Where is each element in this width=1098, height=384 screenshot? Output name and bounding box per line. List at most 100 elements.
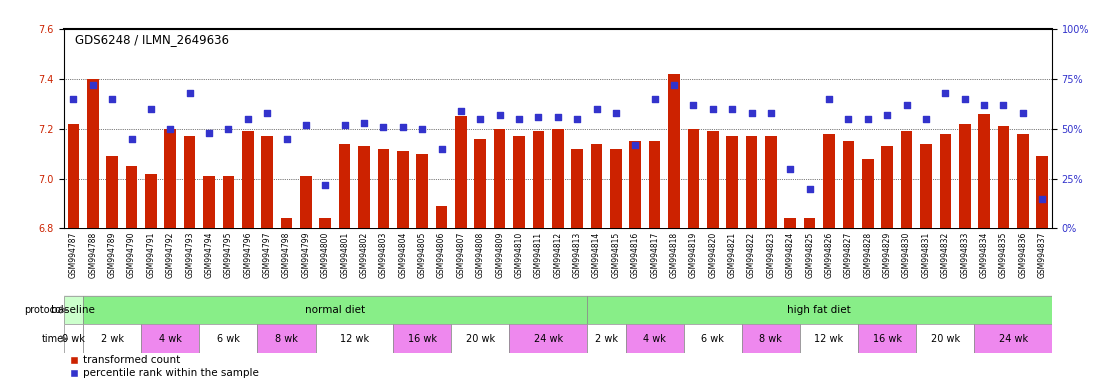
Bar (571, 149, 583, 228)
Bar (242, 131, 254, 228)
Bar (800, 324, 859, 353)
Text: GSM994789: GSM994789 (108, 232, 116, 278)
Bar (339, 144, 350, 228)
Bar (684, 324, 742, 353)
Text: GSM994822: GSM994822 (747, 232, 757, 278)
Bar (455, 116, 467, 228)
Bar (257, 324, 315, 353)
Point (782, 166, 799, 172)
Text: GSM994819: GSM994819 (688, 232, 698, 278)
Point (587, 106, 605, 112)
Bar (509, 324, 586, 353)
Text: 12 wk: 12 wk (339, 334, 369, 344)
Text: GSM994829: GSM994829 (883, 232, 892, 278)
Text: GSM994816: GSM994816 (630, 232, 640, 278)
Text: 2 wk: 2 wk (101, 334, 124, 344)
Point (181, 89, 199, 96)
Bar (142, 324, 200, 353)
Text: 6 wk: 6 wk (702, 334, 725, 344)
Text: GSM994794: GSM994794 (204, 232, 213, 278)
Text: GSM994817: GSM994817 (650, 232, 659, 278)
Point (65, 96, 82, 102)
Bar (916, 324, 974, 353)
Bar (474, 139, 486, 228)
Text: 24 wk: 24 wk (534, 334, 562, 344)
Text: GSM994815: GSM994815 (612, 232, 620, 278)
Bar (974, 324, 1052, 353)
Text: GSM994835: GSM994835 (999, 232, 1008, 278)
Text: GSM994803: GSM994803 (379, 232, 388, 278)
Point (742, 109, 760, 116)
Text: GSM994828: GSM994828 (863, 232, 872, 278)
Point (298, 122, 315, 128)
Bar (416, 154, 428, 228)
Bar (742, 324, 800, 353)
Text: GSM994809: GSM994809 (495, 232, 504, 278)
Point (995, 102, 1012, 108)
Text: GSM994814: GSM994814 (592, 232, 601, 278)
Bar (87, 79, 99, 228)
Text: 4 wk: 4 wk (643, 334, 666, 344)
Point (239, 116, 257, 122)
Point (607, 109, 625, 116)
Bar (494, 129, 505, 228)
Text: GSM994827: GSM994827 (844, 232, 853, 278)
Text: GSM994813: GSM994813 (573, 232, 582, 278)
Point (123, 136, 141, 142)
Text: GSM994810: GSM994810 (515, 232, 524, 278)
Bar (882, 146, 893, 228)
Text: GSM994799: GSM994799 (301, 232, 311, 278)
Text: GSM994834: GSM994834 (979, 232, 988, 278)
Point (83, 82, 101, 88)
Text: GSM994792: GSM994792 (166, 232, 175, 278)
Bar (586, 324, 626, 353)
Point (917, 116, 934, 122)
Bar (940, 134, 951, 228)
Bar (393, 324, 451, 353)
Text: 20 wk: 20 wk (931, 334, 960, 344)
Point (413, 126, 430, 132)
Point (800, 185, 818, 192)
Bar (203, 176, 215, 228)
Bar (83, 324, 142, 353)
Text: GSM994787: GSM994787 (69, 232, 78, 278)
Bar (626, 324, 684, 353)
Bar (64, 324, 83, 353)
Text: 8 wk: 8 wk (276, 334, 298, 344)
Point (278, 136, 295, 142)
Point (685, 102, 703, 108)
Bar (824, 134, 834, 228)
Point (452, 108, 470, 114)
Text: GSM994805: GSM994805 (417, 232, 427, 278)
Point (433, 146, 450, 152)
Bar (727, 136, 738, 228)
Point (103, 96, 121, 102)
Bar (1037, 156, 1047, 228)
Text: GSM994818: GSM994818 (670, 232, 679, 278)
Text: GDS6248 / ILMN_2649636: GDS6248 / ILMN_2649636 (75, 33, 228, 46)
Bar (451, 324, 509, 353)
Bar (315, 324, 393, 353)
Point (220, 126, 237, 132)
Bar (959, 124, 971, 228)
Bar (200, 324, 257, 353)
Text: GSM994804: GSM994804 (399, 232, 407, 278)
Point (646, 96, 663, 102)
Bar (68, 124, 79, 228)
Bar (669, 74, 680, 228)
Text: GSM994836: GSM994836 (1018, 232, 1028, 278)
Text: protocol: protocol (24, 305, 64, 315)
Text: 6 wk: 6 wk (217, 334, 239, 344)
Text: GSM994820: GSM994820 (708, 232, 717, 278)
Point (859, 116, 876, 122)
Point (840, 116, 858, 122)
Point (161, 126, 179, 132)
Bar (513, 136, 525, 228)
Bar (1017, 134, 1029, 228)
Text: 16 wk: 16 wk (873, 334, 901, 344)
Text: GSM994795: GSM994795 (224, 232, 233, 278)
Point (569, 116, 586, 122)
Point (1015, 109, 1032, 116)
Point (529, 114, 547, 120)
Text: GSM994830: GSM994830 (903, 232, 911, 278)
